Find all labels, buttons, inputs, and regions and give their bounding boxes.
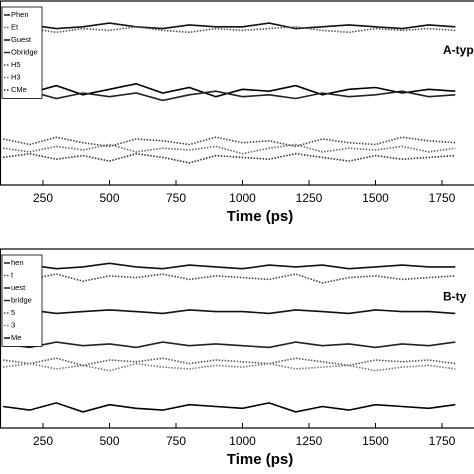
plot-frame <box>0 0 474 186</box>
legend-label: uest <box>11 283 26 292</box>
x-tick-label: 250 <box>33 434 53 448</box>
x-tick-label: 1500 <box>362 191 389 205</box>
x-tick-label: 1000 <box>229 191 256 205</box>
x-tick-label: 1250 <box>296 434 323 448</box>
legend-label: H3 <box>11 72 21 81</box>
x-tick-label: 1000 <box>229 434 256 448</box>
legend-label: hen <box>11 258 24 267</box>
series-line <box>2 402 456 413</box>
legend-label: CMe <box>11 85 27 94</box>
x-tick-label: 500 <box>99 191 119 205</box>
series-line <box>3 22 456 30</box>
legend-label: H5 <box>11 60 21 69</box>
x-tick-label: 500 <box>99 434 119 448</box>
legend-label: Me <box>11 333 21 342</box>
legend-label: 3 <box>11 320 15 329</box>
legend-label: Guest <box>11 35 32 44</box>
series-line <box>2 136 456 148</box>
legend-label: bridge <box>11 295 32 304</box>
series-line <box>2 341 456 349</box>
x-axis-title: Time (ps) <box>227 208 293 225</box>
legend-label: Phen <box>11 10 29 19</box>
series-line <box>3 25 456 34</box>
series-line <box>2 357 456 367</box>
x-tick-label: 1500 <box>362 434 389 448</box>
series-line <box>2 143 456 155</box>
annotation: B-ty <box>443 290 467 304</box>
legend-label: t <box>11 270 14 279</box>
legend-label: Et <box>11 22 19 31</box>
annotation: A-typ <box>443 43 474 57</box>
plot-frame <box>0 248 474 429</box>
series-line <box>2 273 456 284</box>
x-tick-label: 1250 <box>296 191 323 205</box>
x-axis-title: Time (ps) <box>227 451 293 468</box>
series-line <box>2 90 456 102</box>
x-tick-label: 750 <box>166 191 186 205</box>
series-line <box>2 362 456 372</box>
x-tick-label: 1750 <box>429 434 456 448</box>
series-line <box>2 152 456 164</box>
x-tick-label: 1750 <box>429 191 456 205</box>
x-tick-label: 250 <box>33 191 53 205</box>
series-line <box>3 262 456 270</box>
legend-label: 5 <box>11 308 15 317</box>
series-line <box>3 309 456 315</box>
x-tick-label: 750 <box>166 434 186 448</box>
legend-label: Obridge <box>11 47 38 56</box>
